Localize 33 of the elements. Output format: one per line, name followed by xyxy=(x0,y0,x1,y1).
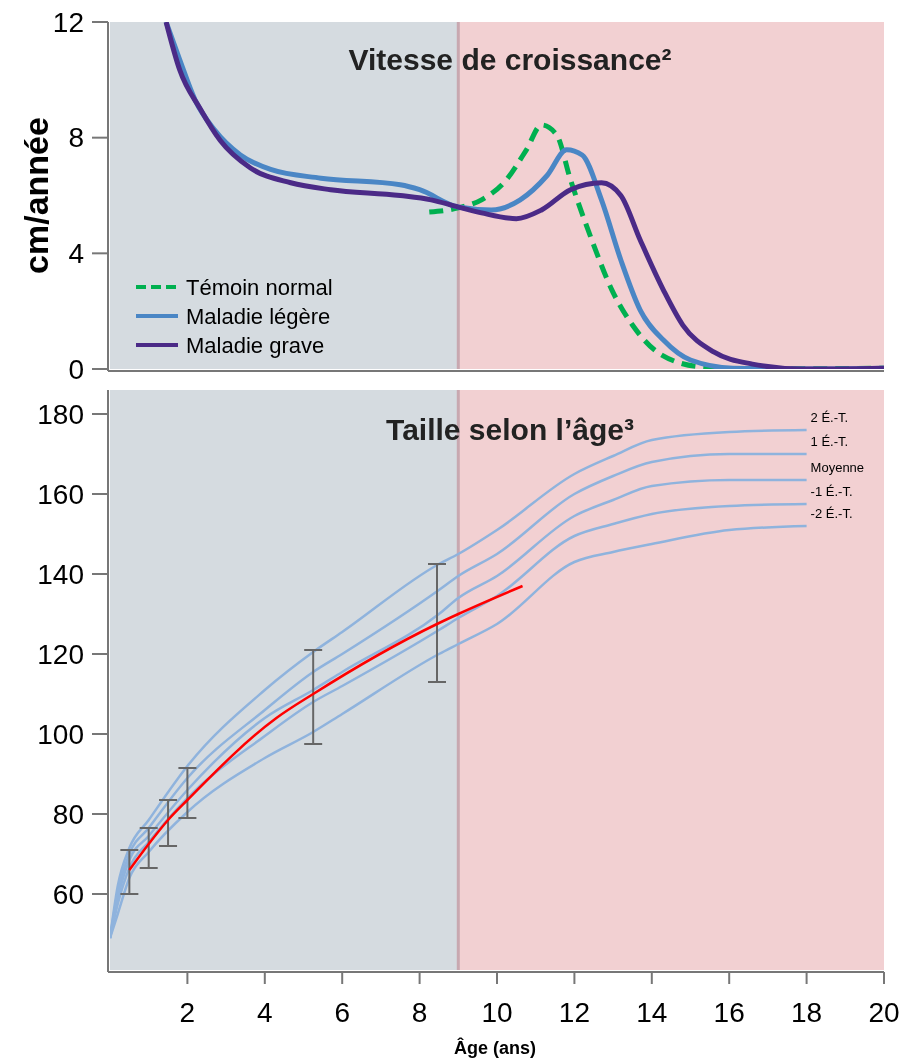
y-tick-label: 12 xyxy=(52,6,84,38)
y-axis-title: cm/année xyxy=(17,117,55,274)
x-tick-label: 10 xyxy=(481,997,513,1028)
text: Vitesse de croissance² xyxy=(348,43,672,76)
y-tick-label: 160 xyxy=(37,478,84,510)
x-tick-label: 2 xyxy=(179,997,196,1028)
series-label: 1 É.-T. xyxy=(810,434,849,449)
x-tick-label: 20 xyxy=(868,997,900,1028)
x-tick-label: 14 xyxy=(636,997,668,1028)
series-label: 2 É.-T. xyxy=(810,410,849,425)
x-tick-label: 4 xyxy=(257,997,273,1028)
y-tick-label: 0 xyxy=(68,353,84,385)
x-tick-label: 8 xyxy=(411,997,428,1028)
y-tick-label: 60 xyxy=(52,878,84,910)
x-tick-label: 18 xyxy=(791,997,823,1028)
series-label: Moyenne xyxy=(810,460,865,475)
series-label: -2 É.-T. xyxy=(810,506,853,521)
series-label: -1 É.-T. xyxy=(810,484,853,499)
y-tick-label: 140 xyxy=(37,558,84,590)
y-tick-label: 8 xyxy=(68,122,84,154)
y-tick-label: 4 xyxy=(68,238,84,270)
x-axis-title: Âge (ans) xyxy=(453,1037,537,1058)
legend-label: Maladie légère xyxy=(186,303,331,329)
text: Taille selon l’âge³ xyxy=(386,413,634,446)
x-tick-label: 6 xyxy=(334,997,350,1028)
legend-label: Maladie grave xyxy=(186,332,325,358)
y-tick-label: 180 xyxy=(37,398,84,430)
legend-label: Témoin normal xyxy=(186,274,333,300)
x-tick-label: 12 xyxy=(558,997,590,1028)
y-tick-label: 100 xyxy=(37,718,84,750)
y-tick-label: 120 xyxy=(37,638,84,670)
y-tick-label: 80 xyxy=(52,798,84,830)
x-tick-label: 16 xyxy=(713,997,745,1028)
